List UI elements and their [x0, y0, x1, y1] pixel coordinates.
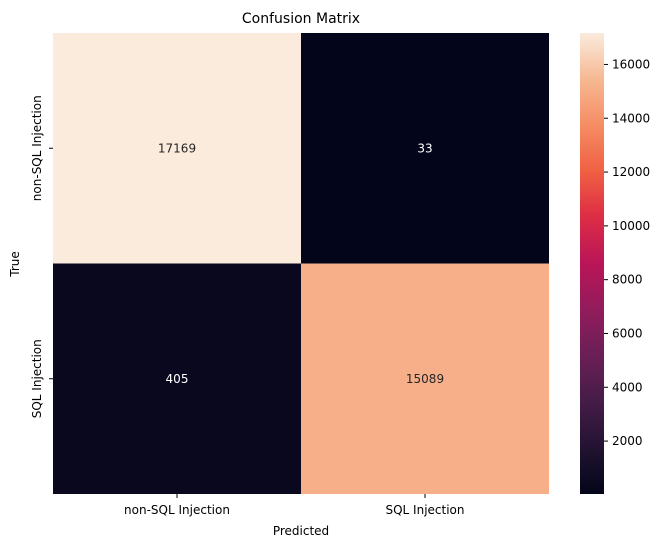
y-axis-label: True [8, 251, 22, 278]
colorbar-tick-label: 8000 [612, 273, 643, 287]
colorbar-tick-label: 10000 [612, 219, 650, 233]
heatmap-cell [301, 263, 549, 494]
cell-annotations: 17169 33 405 15089 [158, 141, 444, 386]
x-tick-label: SQL Injection [385, 503, 464, 517]
y-tick-label: SQL Injection [30, 339, 44, 418]
x-tick-label: non-SQL Injection [124, 503, 230, 517]
chart-title: Confusion Matrix [242, 11, 360, 27]
x-axis: non-SQL Injection SQL Injection [124, 494, 465, 517]
heatmap-cells [53, 33, 549, 494]
cell-annotation: 33 [417, 141, 432, 155]
colorbar-tick-label: 14000 [612, 111, 650, 125]
colorbar [580, 33, 604, 494]
colorbar-tick-label: 2000 [612, 434, 643, 448]
heatmap-cell [53, 263, 301, 494]
heatmap-cell [53, 33, 301, 264]
cell-annotation: 17169 [158, 141, 196, 155]
y-axis: non-SQL Injection SQL Injection [30, 95, 53, 418]
colorbar-axis: 2000 4000 6000 8000 10000 12000 14000 16000 [604, 57, 650, 448]
colorbar-tick-label: 12000 [612, 165, 650, 179]
cell-annotation: 405 [166, 372, 189, 386]
heatmap-cell [301, 33, 549, 264]
colorbar-tick-label: 6000 [612, 326, 643, 340]
colorbar-tick-label: 4000 [612, 380, 643, 394]
x-axis-label: Predicted [273, 524, 329, 538]
y-tick-label: non-SQL Injection [30, 95, 44, 201]
colorbar-tick-label: 16000 [612, 57, 650, 71]
cell-annotation: 15089 [406, 372, 444, 386]
